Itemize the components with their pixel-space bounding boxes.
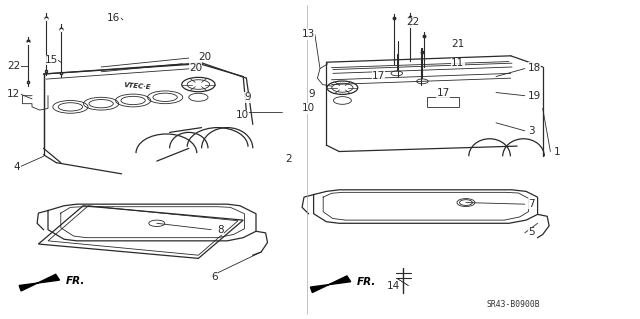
- Text: 17: 17: [436, 88, 450, 98]
- Text: 20: 20: [189, 63, 202, 73]
- Text: 2: 2: [285, 154, 291, 165]
- Text: 1: 1: [554, 147, 560, 158]
- Text: 22: 22: [7, 61, 20, 71]
- Text: VTEC·E: VTEC·E: [124, 82, 152, 90]
- Text: 22: 22: [406, 17, 420, 27]
- Text: 7: 7: [528, 198, 534, 209]
- Text: 8: 8: [218, 225, 224, 235]
- Polygon shape: [19, 274, 60, 291]
- Text: 6: 6: [211, 272, 218, 282]
- Text: 14: 14: [387, 281, 401, 292]
- Text: 10: 10: [236, 110, 249, 121]
- Text: 4: 4: [14, 161, 20, 172]
- Text: FR.: FR.: [357, 277, 376, 287]
- Text: 15: 15: [44, 55, 58, 65]
- Text: 9: 9: [244, 92, 251, 102]
- Text: 13: 13: [301, 29, 315, 40]
- Text: 16: 16: [107, 12, 120, 23]
- Text: 5: 5: [528, 227, 534, 237]
- Text: SR43-B0900B: SR43-B0900B: [486, 300, 540, 309]
- Polygon shape: [310, 276, 351, 293]
- Text: 18: 18: [528, 63, 541, 73]
- Text: 20: 20: [198, 52, 212, 62]
- Text: FR.: FR.: [66, 276, 85, 286]
- Text: 12: 12: [7, 89, 20, 99]
- Text: 21: 21: [451, 39, 465, 49]
- Text: 17: 17: [372, 71, 385, 81]
- Text: 11: 11: [451, 58, 465, 68]
- Text: 19: 19: [528, 91, 541, 101]
- Text: 9: 9: [308, 89, 315, 99]
- Text: 10: 10: [301, 103, 315, 114]
- Text: 3: 3: [528, 126, 534, 137]
